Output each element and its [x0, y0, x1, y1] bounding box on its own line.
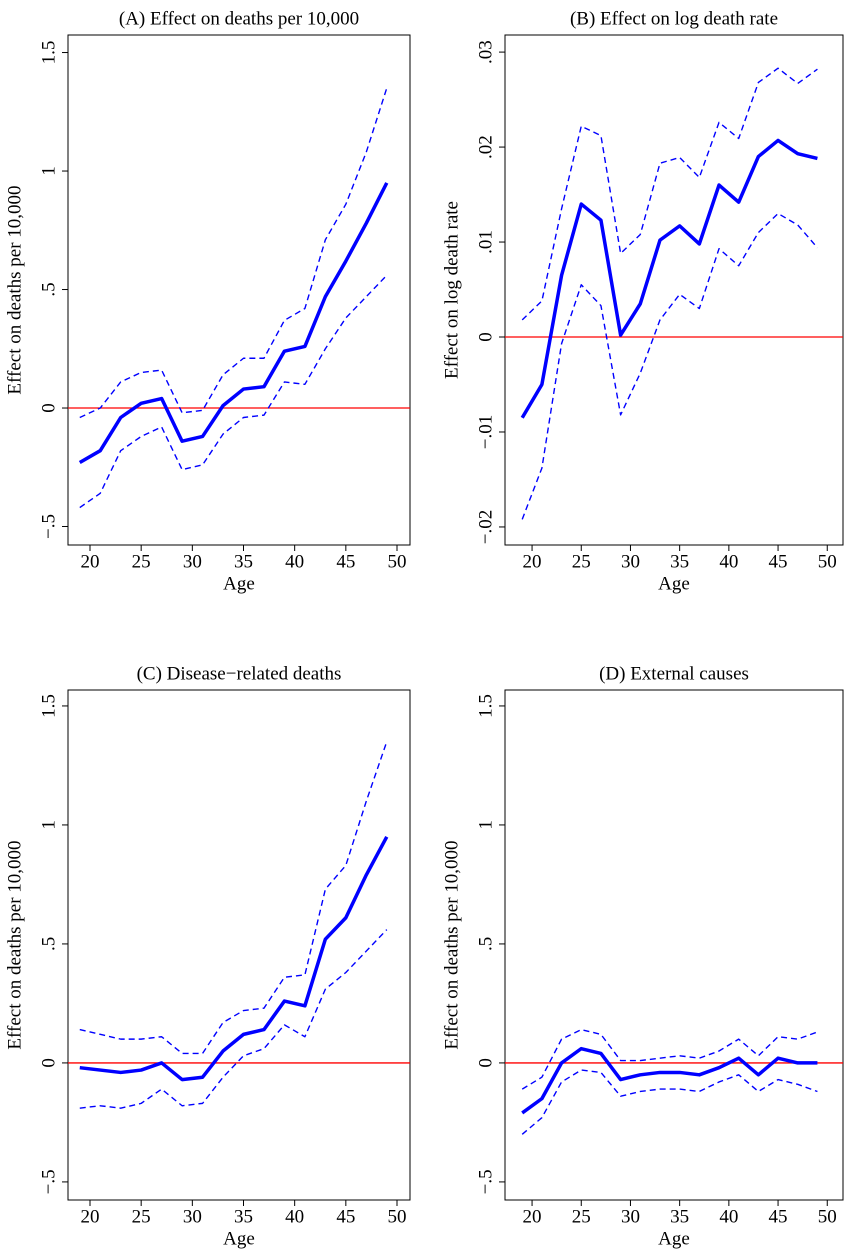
x-tick-label: 35	[234, 551, 253, 572]
x-tick-label: 50	[818, 551, 837, 572]
x-tick-label: 25	[572, 551, 591, 572]
x-tick-label: 20	[523, 551, 542, 572]
x-tick-label: 20	[81, 551, 100, 572]
y-tick-label: 1	[38, 820, 59, 830]
y-tick-label: −.5	[38, 514, 59, 539]
ci-line	[79, 741, 388, 1055]
plot-frame	[504, 689, 844, 1201]
panel-title: (C) Disease−related deaths	[137, 663, 342, 684]
y-tick-label: 1.5	[38, 694, 59, 718]
y-tick-label: 1.5	[38, 41, 59, 65]
x-tick-label: 30	[621, 551, 640, 572]
x-tick-label: 45	[769, 551, 788, 572]
y-tick-label: −.5	[475, 1169, 496, 1194]
x-tick-label: 50	[388, 551, 407, 572]
x-tick-label: 20	[523, 1206, 542, 1227]
x-axis-label: Age	[658, 1228, 690, 1249]
plot-frame	[67, 34, 411, 546]
estimate-line	[521, 1046, 818, 1115]
x-tick-label: 50	[388, 1206, 407, 1227]
y-tick-label: −.5	[38, 1169, 59, 1194]
x-tick-label: 30	[621, 1206, 640, 1227]
y-axis-label: Effect on log death rate	[441, 201, 462, 379]
x-tick-label: 45	[336, 551, 355, 572]
y-tick-label: .5	[38, 282, 59, 296]
y-tick-label: 0	[38, 1058, 59, 1068]
y-tick-label: 1	[475, 820, 496, 830]
ci-line	[79, 274, 388, 509]
y-tick-label: 0	[475, 332, 496, 342]
x-tick-label: 35	[670, 1206, 689, 1227]
y-tick-label: .03	[475, 40, 496, 64]
x-tick-label: 40	[719, 1206, 738, 1227]
y-tick-label: .02	[475, 135, 496, 159]
x-tick-label: 40	[285, 1206, 304, 1227]
x-tick-label: 45	[336, 1206, 355, 1227]
y-axis-label: Effect on deaths per 10,000	[4, 185, 25, 394]
y-tick-label: .5	[38, 937, 59, 951]
ci-line	[79, 87, 388, 419]
panel-title: (D) External causes	[599, 663, 749, 684]
y-tick-label: 1	[38, 166, 59, 176]
x-tick-label: 25	[132, 551, 151, 572]
ci-line	[79, 929, 388, 1109]
x-tick-label: 45	[769, 1206, 788, 1227]
x-tick-label: 25	[132, 1206, 151, 1227]
x-axis-label: Age	[223, 573, 255, 594]
x-tick-label: 30	[183, 551, 202, 572]
y-tick-label: 1.5	[475, 694, 496, 718]
panel-title: (B) Effect on log death rate	[570, 8, 778, 29]
estimate-line	[79, 836, 389, 1082]
y-tick-label: 0	[38, 403, 59, 413]
x-tick-label: 40	[285, 551, 304, 572]
ci-line	[521, 1069, 818, 1135]
x-tick-label: 50	[818, 1206, 837, 1227]
ci-line	[521, 212, 818, 520]
estimate-line	[78, 182, 389, 465]
y-tick-label: 0	[475, 1058, 496, 1068]
y-axis-label: Effect on deaths per 10,000	[441, 840, 462, 1049]
panel-title: (A) Effect on deaths per 10,000	[119, 8, 359, 29]
x-tick-label: 20	[81, 1206, 100, 1227]
y-tick-label: −.01	[475, 415, 496, 449]
ci-line	[521, 67, 818, 321]
x-tick-label: 40	[719, 551, 738, 572]
y-tick-label: .01	[475, 230, 496, 254]
y-tick-label: .5	[475, 937, 496, 951]
y-tick-label: −.02	[475, 510, 496, 544]
x-axis-label: Age	[658, 573, 690, 594]
plot-frame	[504, 34, 844, 546]
x-axis-label: Age	[223, 1228, 255, 1249]
y-axis-label: Effect on deaths per 10,000	[4, 840, 25, 1049]
estimate-line	[520, 138, 818, 419]
x-tick-label: 35	[670, 551, 689, 572]
plot-frame	[67, 689, 411, 1201]
x-tick-label: 25	[572, 1206, 591, 1227]
x-tick-label: 35	[234, 1206, 253, 1227]
ci-line	[521, 1028, 818, 1090]
x-tick-label: 30	[183, 1206, 202, 1227]
